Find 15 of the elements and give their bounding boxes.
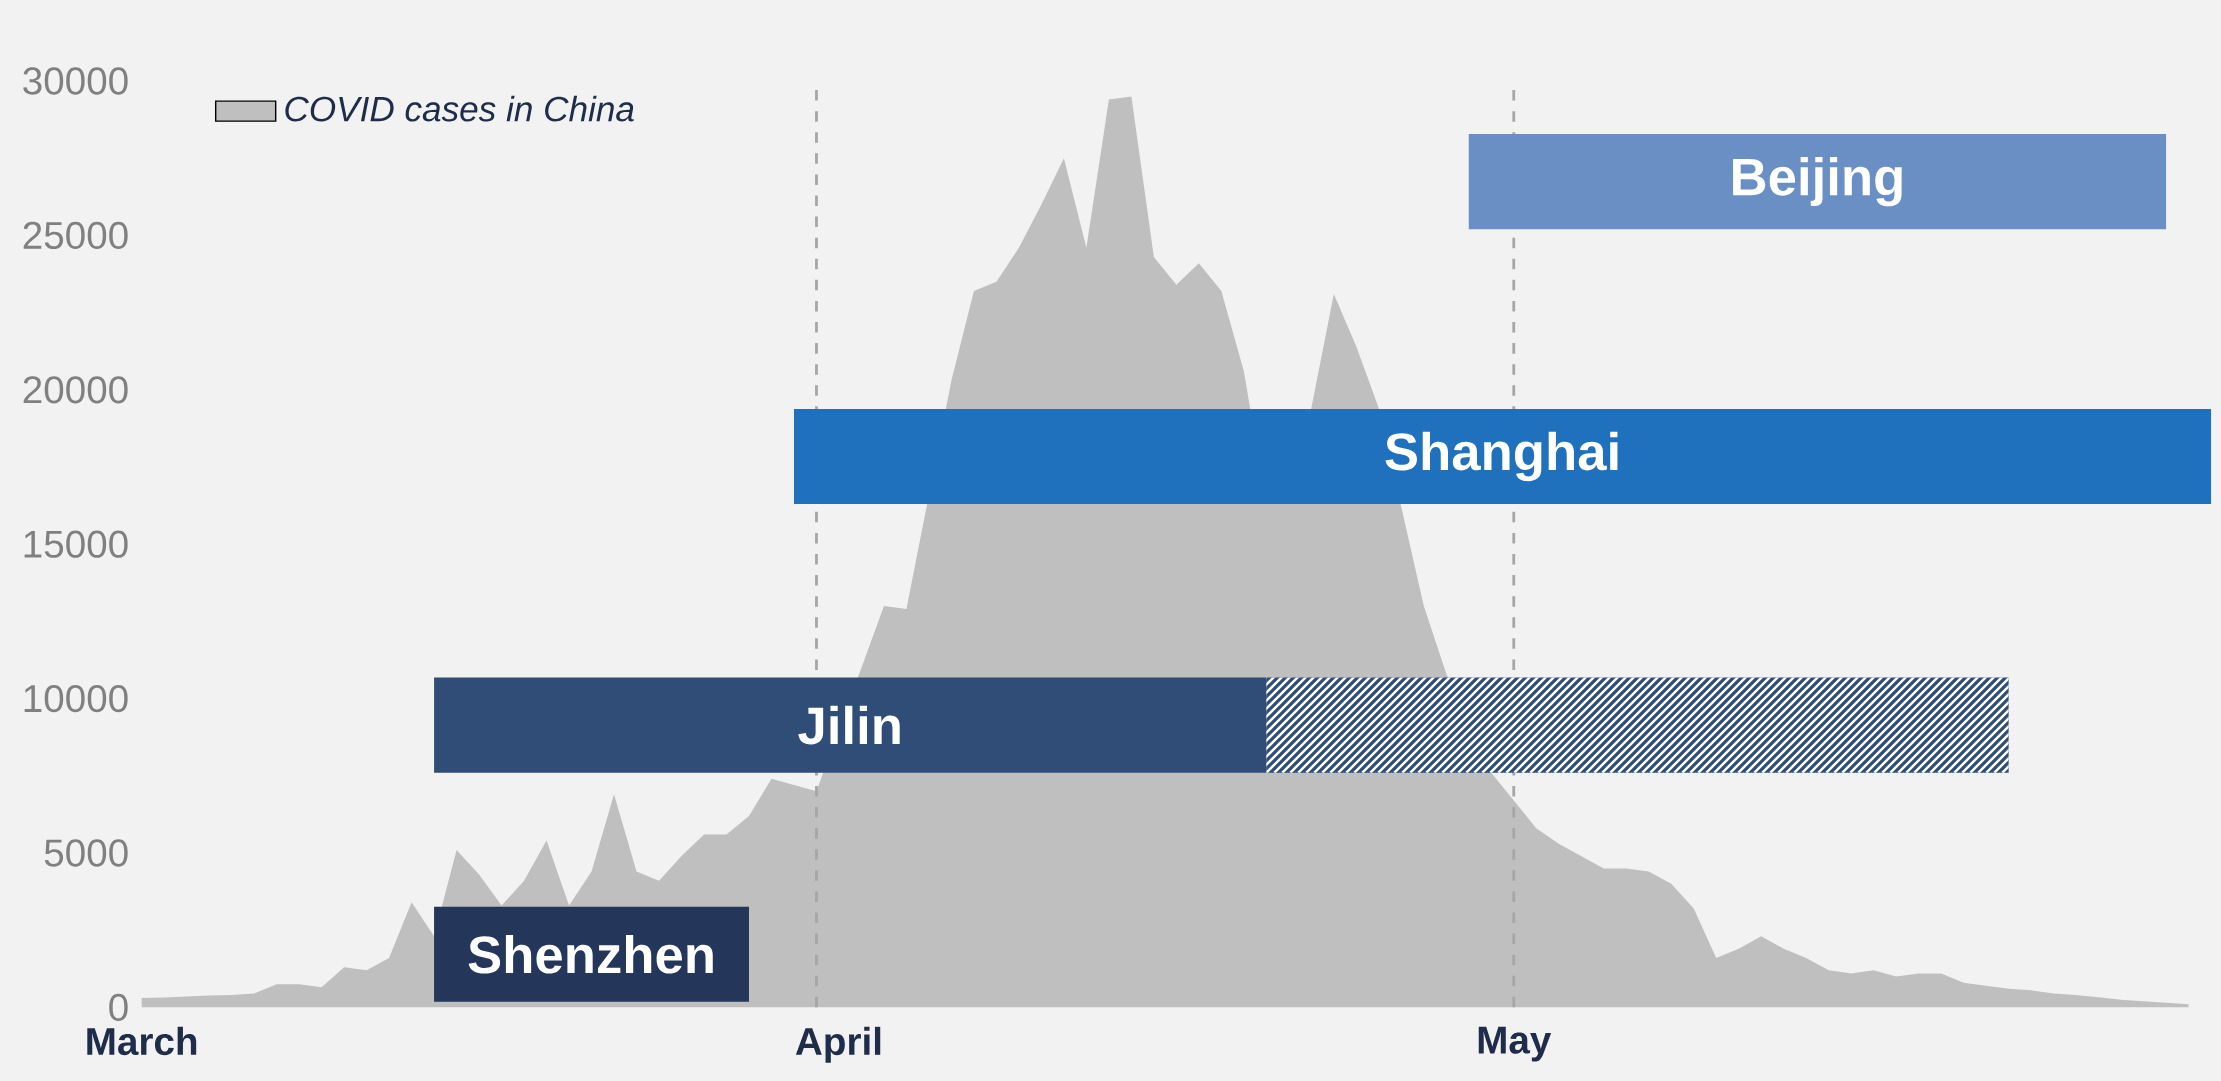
y-tick-label: 10000 [24,684,128,713]
x-tick-label: May [1478,1026,1552,1062]
band-label: Shanghai [1385,431,1618,482]
band-label: Jilin [798,705,900,745]
x-tick-label: March [87,1026,197,1056]
y-tick-label: 15000 [24,530,128,558]
legend-label: COVID cases in China [285,95,634,122]
y-tick-label: 0 [109,993,128,1022]
y-tick-label: 20000 [23,376,128,404]
band-label: Shenzhen [468,934,713,974]
y-tick-label: 5000 [44,839,128,867]
band-label: Beijing [1733,156,1902,207]
x-tick-label: April [795,1026,881,1063]
y-tick-label: 25000 [23,221,128,250]
y-tick-label: 30000 [23,67,128,95]
